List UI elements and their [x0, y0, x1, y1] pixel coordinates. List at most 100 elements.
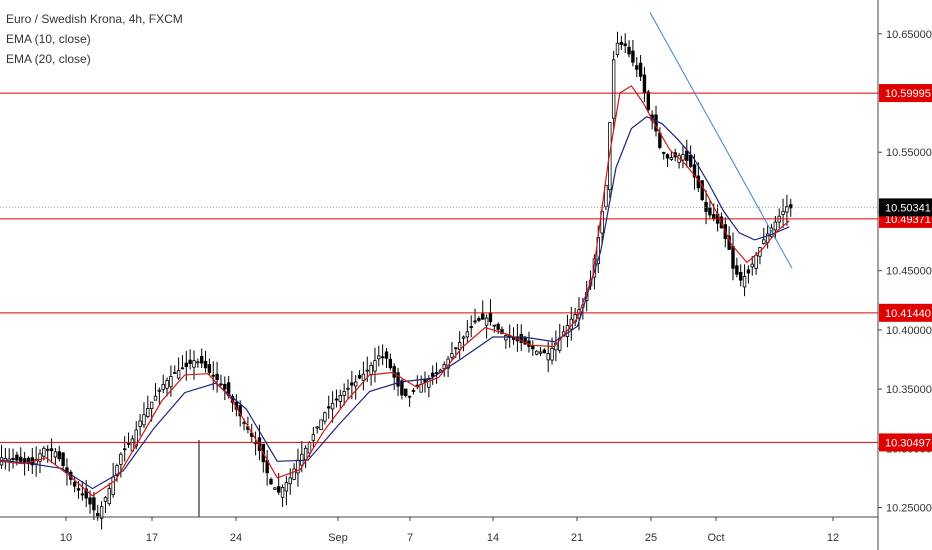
candle-body [276, 486, 281, 493]
candle-body [688, 154, 693, 167]
candle-body [546, 353, 550, 361]
candle-body [307, 441, 312, 454]
candle-body [500, 329, 504, 334]
candle-body [380, 356, 385, 359]
candle-body [138, 420, 142, 427]
time-axis[interactable]: 10 17 24 Sep 7 14 21 25 Oct 12 [0, 516, 878, 544]
candle-body [72, 482, 77, 487]
price-tag-label: 10.59995 [885, 88, 931, 100]
candle-body [434, 372, 439, 374]
candle-body [746, 269, 751, 274]
candle-body [781, 211, 785, 215]
y-tick-label: 10.65000 [886, 29, 932, 41]
candle-body [15, 454, 19, 461]
candle-body [199, 355, 204, 364]
candle-body [496, 323, 500, 330]
symbol-title[interactable]: Euro / Swedish Krona, 4h, FXCM [6, 12, 183, 26]
price-tag-label: 10.50341 [885, 202, 931, 214]
x-tick-label: 24 [230, 532, 242, 544]
candle-body [615, 42, 620, 56]
candle-body [61, 452, 65, 467]
candle-body [38, 453, 42, 462]
price-tag-label: 10.41440 [885, 308, 931, 320]
candle-body [357, 374, 362, 379]
candle-body [419, 383, 423, 393]
candle-body [392, 366, 396, 378]
candle-body [735, 265, 739, 275]
candle-body [519, 333, 523, 343]
candle-body [53, 451, 58, 458]
candle-body [280, 486, 285, 498]
candle-body [99, 506, 104, 519]
candle-body [662, 151, 666, 154]
horizontal-levels-layer[interactable] [0, 92, 878, 443]
candle-body [288, 477, 292, 485]
candle-body [627, 46, 631, 55]
candle-body [365, 369, 369, 372]
candle-body [484, 317, 489, 326]
candle-body [762, 239, 766, 244]
candle-body [373, 360, 377, 372]
x-tick-label: 14 [487, 532, 499, 544]
candle-body [785, 206, 789, 213]
candle-body [669, 157, 674, 160]
candle-body [207, 364, 212, 373]
candle-body [292, 468, 296, 480]
candle-body [700, 180, 704, 200]
x-tick-label: 25 [645, 532, 657, 544]
candle-body [681, 154, 685, 161]
candle-body [461, 336, 466, 339]
candle-body [111, 476, 115, 495]
price-tag [879, 84, 932, 103]
candle-body [284, 482, 289, 492]
candle-body [123, 448, 127, 451]
candle-body [346, 387, 350, 390]
x-tick-label: Sep [328, 532, 348, 544]
candle-body [712, 214, 716, 219]
candle-body [704, 201, 708, 212]
candle-body [192, 360, 196, 368]
descending-trendline[interactable] [649, 12, 793, 269]
candle-body [350, 382, 354, 386]
candle-body [754, 254, 758, 269]
candle-body [303, 447, 308, 461]
candle-body [176, 370, 181, 379]
candle-body [273, 487, 277, 490]
candle-body [315, 426, 319, 429]
candle-body [619, 41, 624, 45]
candle-body [57, 451, 61, 460]
candle-body [215, 373, 219, 381]
candle-body [342, 391, 346, 396]
candle-body [146, 408, 150, 417]
candle-body [665, 154, 670, 159]
price-tag-label: 10.30497 [885, 437, 931, 449]
candle-body [107, 488, 111, 505]
candle-body [149, 401, 154, 409]
candle-body [161, 383, 165, 390]
candle-body [323, 412, 327, 422]
ema10-legend[interactable]: EMA (10, close) [6, 32, 91, 46]
price-axis[interactable]: 10.6500010.6000010.5500010.5000010.45000… [877, 0, 932, 550]
candle-body [631, 50, 635, 63]
candle-body [739, 271, 743, 281]
y-tick-label: 10.55000 [886, 147, 932, 159]
candle-body [538, 351, 543, 354]
x-tick-label: 7 [407, 532, 413, 544]
candle-body [742, 276, 747, 288]
candle-body [96, 513, 100, 517]
candle-body [411, 390, 416, 392]
candle-body [404, 388, 408, 397]
candle-body [169, 376, 173, 388]
candle-body [22, 458, 27, 463]
candle-body [19, 456, 23, 462]
candle-body [126, 442, 131, 445]
ema20-legend[interactable]: EMA (20, close) [6, 52, 91, 66]
candle-body [635, 65, 639, 70]
y-tick-label: 10.45000 [886, 266, 932, 278]
candle-body [731, 246, 735, 269]
candle-body [377, 355, 381, 360]
price-tag [879, 303, 932, 322]
candle-body [338, 395, 342, 402]
candle-body [369, 365, 373, 375]
